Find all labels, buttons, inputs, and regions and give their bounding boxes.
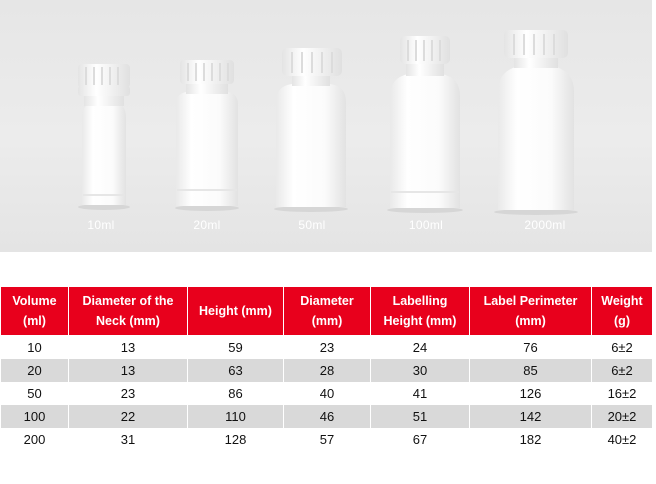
cell-labelling-height: 24 xyxy=(370,335,470,359)
cell-neck-diameter: 23 xyxy=(68,382,188,405)
cell-diameter: 57 xyxy=(283,428,371,451)
cell-weight: 6±2 xyxy=(591,359,653,382)
cell-height: 110 xyxy=(187,405,284,428)
cell-diameter: 28 xyxy=(283,359,371,382)
table-row: 10 13 59 23 24 76 6±2 xyxy=(0,335,653,359)
cell-height: 63 xyxy=(187,359,284,382)
cell-labelling-height: 51 xyxy=(370,405,470,428)
cell-labelling-height: 41 xyxy=(370,382,470,405)
cell-diameter: 40 xyxy=(283,382,371,405)
cell-label-perimeter: 76 xyxy=(469,335,592,359)
cell-weight: 20±2 xyxy=(591,405,653,428)
cell-label-perimeter: 126 xyxy=(469,382,592,405)
table-row: 20 13 63 28 30 85 6±2 xyxy=(0,359,653,382)
bottle-50ml xyxy=(274,48,348,212)
cell-neck-diameter: 13 xyxy=(68,359,188,382)
cell-label-perimeter: 182 xyxy=(469,428,592,451)
table-header-row: Volume (ml) Diameter of the Neck (mm) He… xyxy=(0,286,653,336)
cell-neck-diameter: 22 xyxy=(68,405,188,428)
bottle-label-100ml: 100ml xyxy=(408,218,444,232)
cell-labelling-height: 30 xyxy=(370,359,470,382)
cell-labelling-height: 67 xyxy=(370,428,470,451)
cell-height: 59 xyxy=(187,335,284,359)
bottle-label-2000ml: 2000ml xyxy=(524,218,566,232)
table-row: 200 31 128 57 67 182 40±2 xyxy=(0,428,653,451)
header-diameter: Diameter (mm) xyxy=(283,286,371,336)
header-weight: Weight (g) xyxy=(591,286,653,336)
bottle-10ml xyxy=(78,64,130,210)
cell-diameter: 46 xyxy=(283,405,371,428)
header-neck-diameter: Diameter of the Neck (mm) xyxy=(68,286,188,336)
table-row: 50 23 86 40 41 126 16±2 xyxy=(0,382,653,405)
bottle-2000ml xyxy=(494,30,578,215)
header-labelling-height: Labelling Height (mm) xyxy=(370,286,470,336)
bottle-100ml xyxy=(387,36,463,213)
cell-neck-diameter: 13 xyxy=(68,335,188,359)
cell-weight: 6±2 xyxy=(591,335,653,359)
bottles-illustration xyxy=(78,30,578,215)
bottle-label-50ml: 50ml xyxy=(298,218,326,232)
cell-weight: 40±2 xyxy=(591,428,653,451)
cell-diameter: 23 xyxy=(283,335,371,359)
cell-volume: 100 xyxy=(0,405,69,428)
cell-height: 86 xyxy=(187,382,284,405)
cell-neck-diameter: 31 xyxy=(68,428,188,451)
header-height: Height (mm) xyxy=(187,286,284,336)
product-photo: 10ml 20ml 50ml 100ml 2000ml xyxy=(0,0,652,252)
table-row: 100 22 110 46 51 142 20±2 xyxy=(0,405,653,428)
header-label-perimeter: Label Perimeter (mm) xyxy=(469,286,592,336)
spec-table: Volume (ml) Diameter of the Neck (mm) He… xyxy=(0,286,653,451)
cell-height: 128 xyxy=(187,428,284,451)
cell-label-perimeter: 85 xyxy=(469,359,592,382)
bottle-label-10ml: 10ml xyxy=(87,218,115,232)
cell-label-perimeter: 142 xyxy=(469,405,592,428)
cell-volume: 10 xyxy=(0,335,69,359)
cell-weight: 16±2 xyxy=(591,382,653,405)
cell-volume: 20 xyxy=(0,359,69,382)
cell-volume: 200 xyxy=(0,428,69,451)
header-volume: Volume (ml) xyxy=(0,286,69,336)
cell-volume: 50 xyxy=(0,382,69,405)
bottle-20ml xyxy=(175,60,239,211)
bottle-label-20ml: 20ml xyxy=(193,218,221,232)
